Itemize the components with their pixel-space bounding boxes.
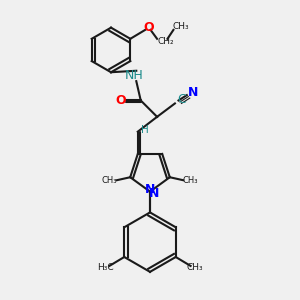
Text: CH₃: CH₃ [183, 176, 198, 185]
Text: O: O [115, 94, 126, 107]
Text: N: N [188, 86, 198, 99]
Text: CH₂: CH₂ [157, 37, 174, 46]
Text: O: O [143, 21, 154, 34]
Text: N: N [149, 187, 160, 200]
Text: CH₃: CH₃ [102, 176, 117, 185]
Text: N: N [145, 183, 155, 196]
Text: H₃C: H₃C [97, 263, 113, 272]
Text: NH: NH [124, 69, 143, 82]
Text: C: C [177, 93, 186, 106]
Text: CH₃: CH₃ [172, 22, 189, 32]
Text: CH₃: CH₃ [187, 263, 203, 272]
Text: H: H [141, 125, 149, 135]
